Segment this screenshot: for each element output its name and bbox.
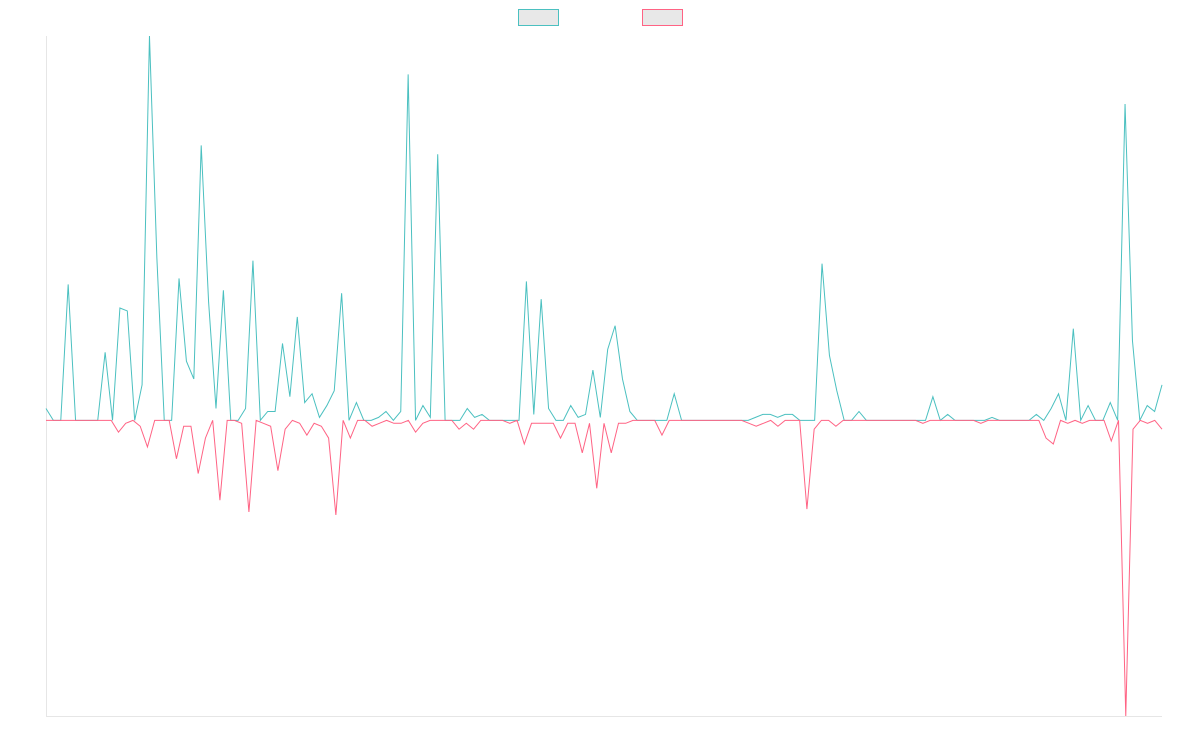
legend (518, 9, 683, 26)
series-line-1 (45, 35, 1163, 423)
series-layer (45, 35, 1163, 717)
legend-swatch-1[interactable] (518, 9, 559, 26)
legend-swatch-2[interactable] (642, 9, 683, 26)
series-line-2 (46, 419, 1163, 717)
axes (46, 36, 1162, 717)
